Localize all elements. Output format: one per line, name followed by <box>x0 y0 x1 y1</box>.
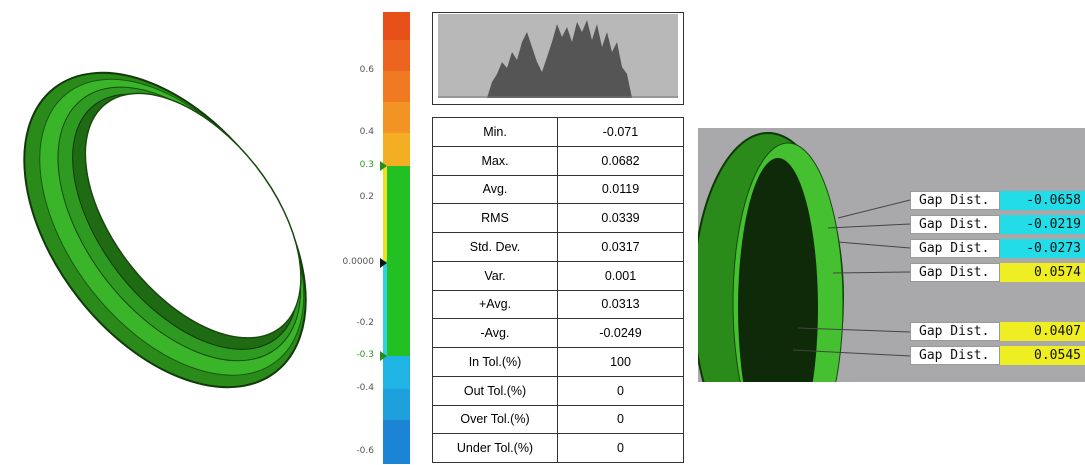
stat-label: Max. <box>433 146 558 175</box>
scale-label: -0.4 <box>334 383 374 393</box>
callout: Gap Dist.-0.0658 <box>910 191 1085 210</box>
scale-label: 0.4 <box>334 127 374 137</box>
callout-value: -0.0658 <box>1000 191 1085 210</box>
table-row: Under Tol.(%)0 <box>433 434 684 463</box>
stat-value: 0.0682 <box>558 146 684 175</box>
stat-value: -0.0249 <box>558 319 684 348</box>
scale-label: -0.2 <box>334 318 374 328</box>
stat-value: 0 <box>558 434 684 463</box>
scale-label: 0.2 <box>334 192 374 202</box>
table-row: +Avg.0.0313 <box>433 290 684 319</box>
callout: Gap Dist.-0.0273 <box>910 239 1085 258</box>
table-row: Var.0.001 <box>433 261 684 290</box>
color-bar <box>380 12 412 464</box>
stat-label: Over Tol.(%) <box>433 405 558 434</box>
stat-value: 100 <box>558 348 684 377</box>
stat-label: RMS <box>433 204 558 233</box>
table-row: Min.-0.071 <box>433 118 684 147</box>
scale-label: 0.0000 <box>334 257 374 267</box>
scale-label: 0.3 <box>334 160 374 170</box>
stat-label: Avg. <box>433 175 558 204</box>
ring-render <box>0 0 330 465</box>
stat-value: 0.0317 <box>558 233 684 262</box>
callout-label: Gap Dist. <box>910 346 1000 365</box>
callout: Gap Dist.-0.0219 <box>910 215 1085 234</box>
table-row: Avg.0.0119 <box>433 175 684 204</box>
stat-label: -Avg. <box>433 319 558 348</box>
table-row: Out Tol.(%)0 <box>433 376 684 405</box>
stat-label: +Avg. <box>433 290 558 319</box>
stat-value: 0.0119 <box>558 175 684 204</box>
stat-value: 0.001 <box>558 261 684 290</box>
stat-value: 0.0339 <box>558 204 684 233</box>
callout-label: Gap Dist. <box>910 322 1000 341</box>
histogram <box>432 12 684 105</box>
stat-label: Out Tol.(%) <box>433 376 558 405</box>
table-row: Max.0.0682 <box>433 146 684 175</box>
scale-label: 0.6 <box>334 65 374 75</box>
stat-value: -0.071 <box>558 118 684 147</box>
callout-value: 0.0574 <box>1000 263 1085 282</box>
stat-label: Under Tol.(%) <box>433 434 558 463</box>
stat-label: Min. <box>433 118 558 147</box>
table-row: -Avg.-0.0249 <box>433 319 684 348</box>
callout-label: Gap Dist. <box>910 215 1000 234</box>
stat-value: 0 <box>558 376 684 405</box>
table-row: Std. Dev.0.0317 <box>433 233 684 262</box>
callout-value: 0.0545 <box>1000 346 1085 365</box>
callout-value: -0.0219 <box>1000 215 1085 234</box>
callout: Gap Dist.0.0574 <box>910 263 1085 282</box>
callout-label: Gap Dist. <box>910 263 1000 282</box>
callout: Gap Dist.0.0545 <box>910 346 1085 365</box>
scale-label: -0.6 <box>334 446 374 456</box>
stat-label: In Tol.(%) <box>433 348 558 377</box>
table-row: Over Tol.(%)0 <box>433 405 684 434</box>
callout-value: -0.0273 <box>1000 239 1085 258</box>
callout-label: Gap Dist. <box>910 239 1000 258</box>
table-row: In Tol.(%)100 <box>433 348 684 377</box>
callout: Gap Dist.0.0407 <box>910 322 1085 341</box>
stat-value: 0.0313 <box>558 290 684 319</box>
stat-value: 0 <box>558 405 684 434</box>
callout-value: 0.0407 <box>1000 322 1085 341</box>
callout-label: Gap Dist. <box>910 191 1000 210</box>
page: {"scale": {"labels": ["0.6", "0.4", "0.3… <box>0 0 1085 465</box>
scale-label: -0.3 <box>334 350 374 360</box>
stat-label: Var. <box>433 261 558 290</box>
stat-label: Std. Dev. <box>433 233 558 262</box>
